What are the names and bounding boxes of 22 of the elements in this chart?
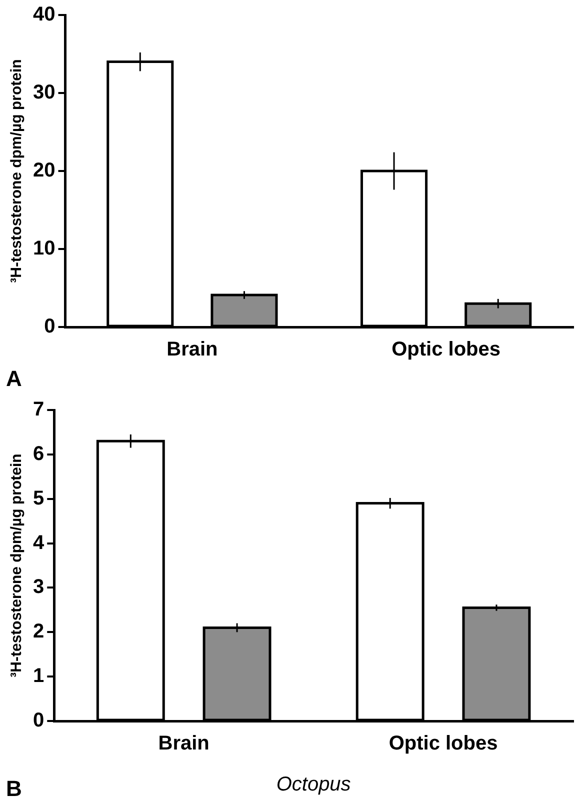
y-tick-label: 40 [32, 4, 56, 26]
y-tick-label: 10 [32, 238, 56, 260]
y-tick-label: 6 [33, 442, 44, 465]
x-axis-title: Octopus [276, 774, 351, 796]
x-tick-label: Optic lobes [388, 732, 498, 755]
y-axis-title: ³H-testosterone dpm/µg protein [8, 454, 26, 678]
y-tick-label: 7 [33, 398, 44, 421]
x-tick-label: Brain [158, 732, 210, 755]
text: B [6, 776, 22, 802]
y-tick-label: 20 [32, 160, 56, 182]
y-tick-label: 1 [33, 665, 44, 688]
x-tick-label: Brain [166, 338, 218, 361]
y-tick-label: 0 [33, 710, 44, 732]
y-tick-label: 3 [33, 576, 44, 598]
y-tick-label: 5 [33, 487, 44, 510]
y-axis-title: ³H-testosterone dpm/µg protein [8, 59, 26, 283]
y-tick-label: 0 [44, 316, 56, 338]
y-tick-label: 30 [32, 82, 56, 104]
text: A [6, 366, 22, 392]
x-tick-label: Optic lobes [392, 338, 501, 361]
y-tick-label: 4 [33, 532, 45, 554]
y-tick-label: 2 [33, 620, 44, 643]
